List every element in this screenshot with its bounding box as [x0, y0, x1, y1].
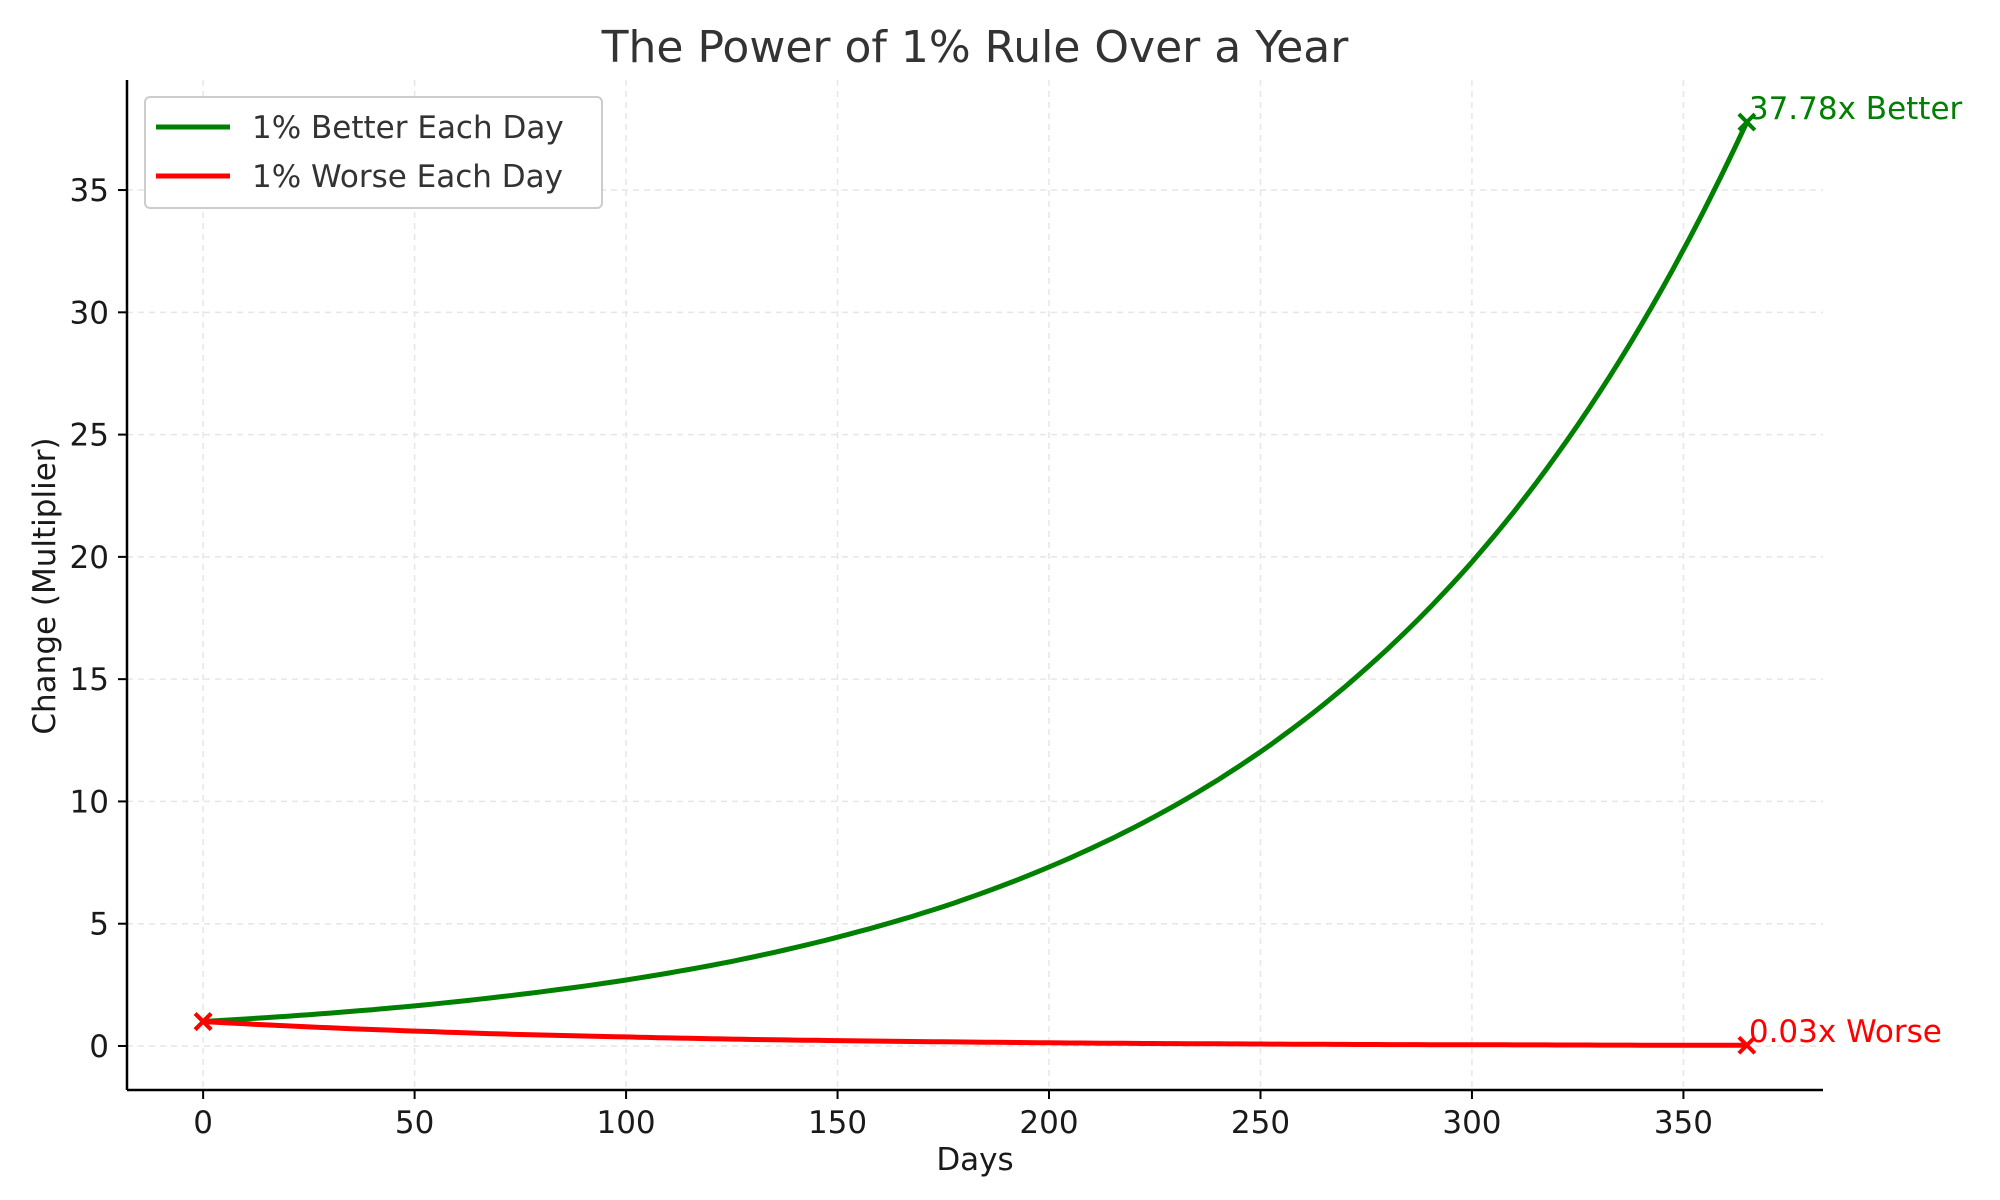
x-tick-label: 300 [1442, 1105, 1501, 1141]
series-layer [200, 119, 1750, 1048]
y-tick-label: 25 [70, 418, 109, 454]
x-tick-label: 50 [395, 1105, 434, 1141]
y-tick-label: 20 [70, 540, 109, 576]
grid [127, 80, 1823, 1090]
x-marker [1737, 112, 1757, 132]
y-tick-label: 0 [89, 1029, 109, 1065]
x-tick-label: 350 [1654, 1105, 1713, 1141]
series-line-better [200, 119, 1750, 1024]
x-tick-label: 200 [1019, 1105, 1078, 1141]
x-marker [1737, 1035, 1757, 1055]
y-tick-label: 35 [70, 173, 109, 209]
axes [125, 80, 1823, 1092]
x-tick-label: 250 [1231, 1105, 1290, 1141]
chart-title: The Power of 1% Rule Over a Year [601, 22, 1350, 73]
legend-label: 1% Worse Each Day [252, 159, 563, 195]
annotation-label: 37.78x Better [1749, 91, 1963, 127]
series-line-worse [200, 1019, 1750, 1048]
legend-box [144, 96, 603, 209]
x-tick-label: 150 [808, 1105, 867, 1141]
y-tick-label: 10 [70, 784, 109, 820]
legend: 1% Better Each Day 1% Worse Each Day [144, 96, 603, 209]
legend-label: 1% Better Each Day [252, 110, 564, 146]
y-tick-label: 30 [70, 295, 109, 331]
ticks: 0 50 100 150 200 250 300 350 0 5 10 15 20 25 30 35 [70, 173, 1713, 1141]
y-tick-label: 5 [89, 907, 109, 943]
x-axis-title: Days [936, 1142, 1013, 1178]
y-tick-label: 15 [70, 662, 109, 698]
x-marker-stroke [1737, 112, 1757, 132]
marker-layer [193, 112, 1757, 1055]
x-tick-label: 0 [193, 1105, 213, 1141]
x-tick-label: 100 [596, 1105, 655, 1141]
y-axis-title: Change (Multiplier) [27, 437, 63, 734]
annotation-layer: 37.78x Better 0.03x Worse [1749, 91, 1963, 1050]
x-marker-stroke [193, 1012, 213, 1031]
annotation-label: 0.03x Worse [1749, 1014, 1942, 1050]
x-marker-stroke [1737, 1035, 1757, 1055]
x-marker [193, 1012, 213, 1031]
